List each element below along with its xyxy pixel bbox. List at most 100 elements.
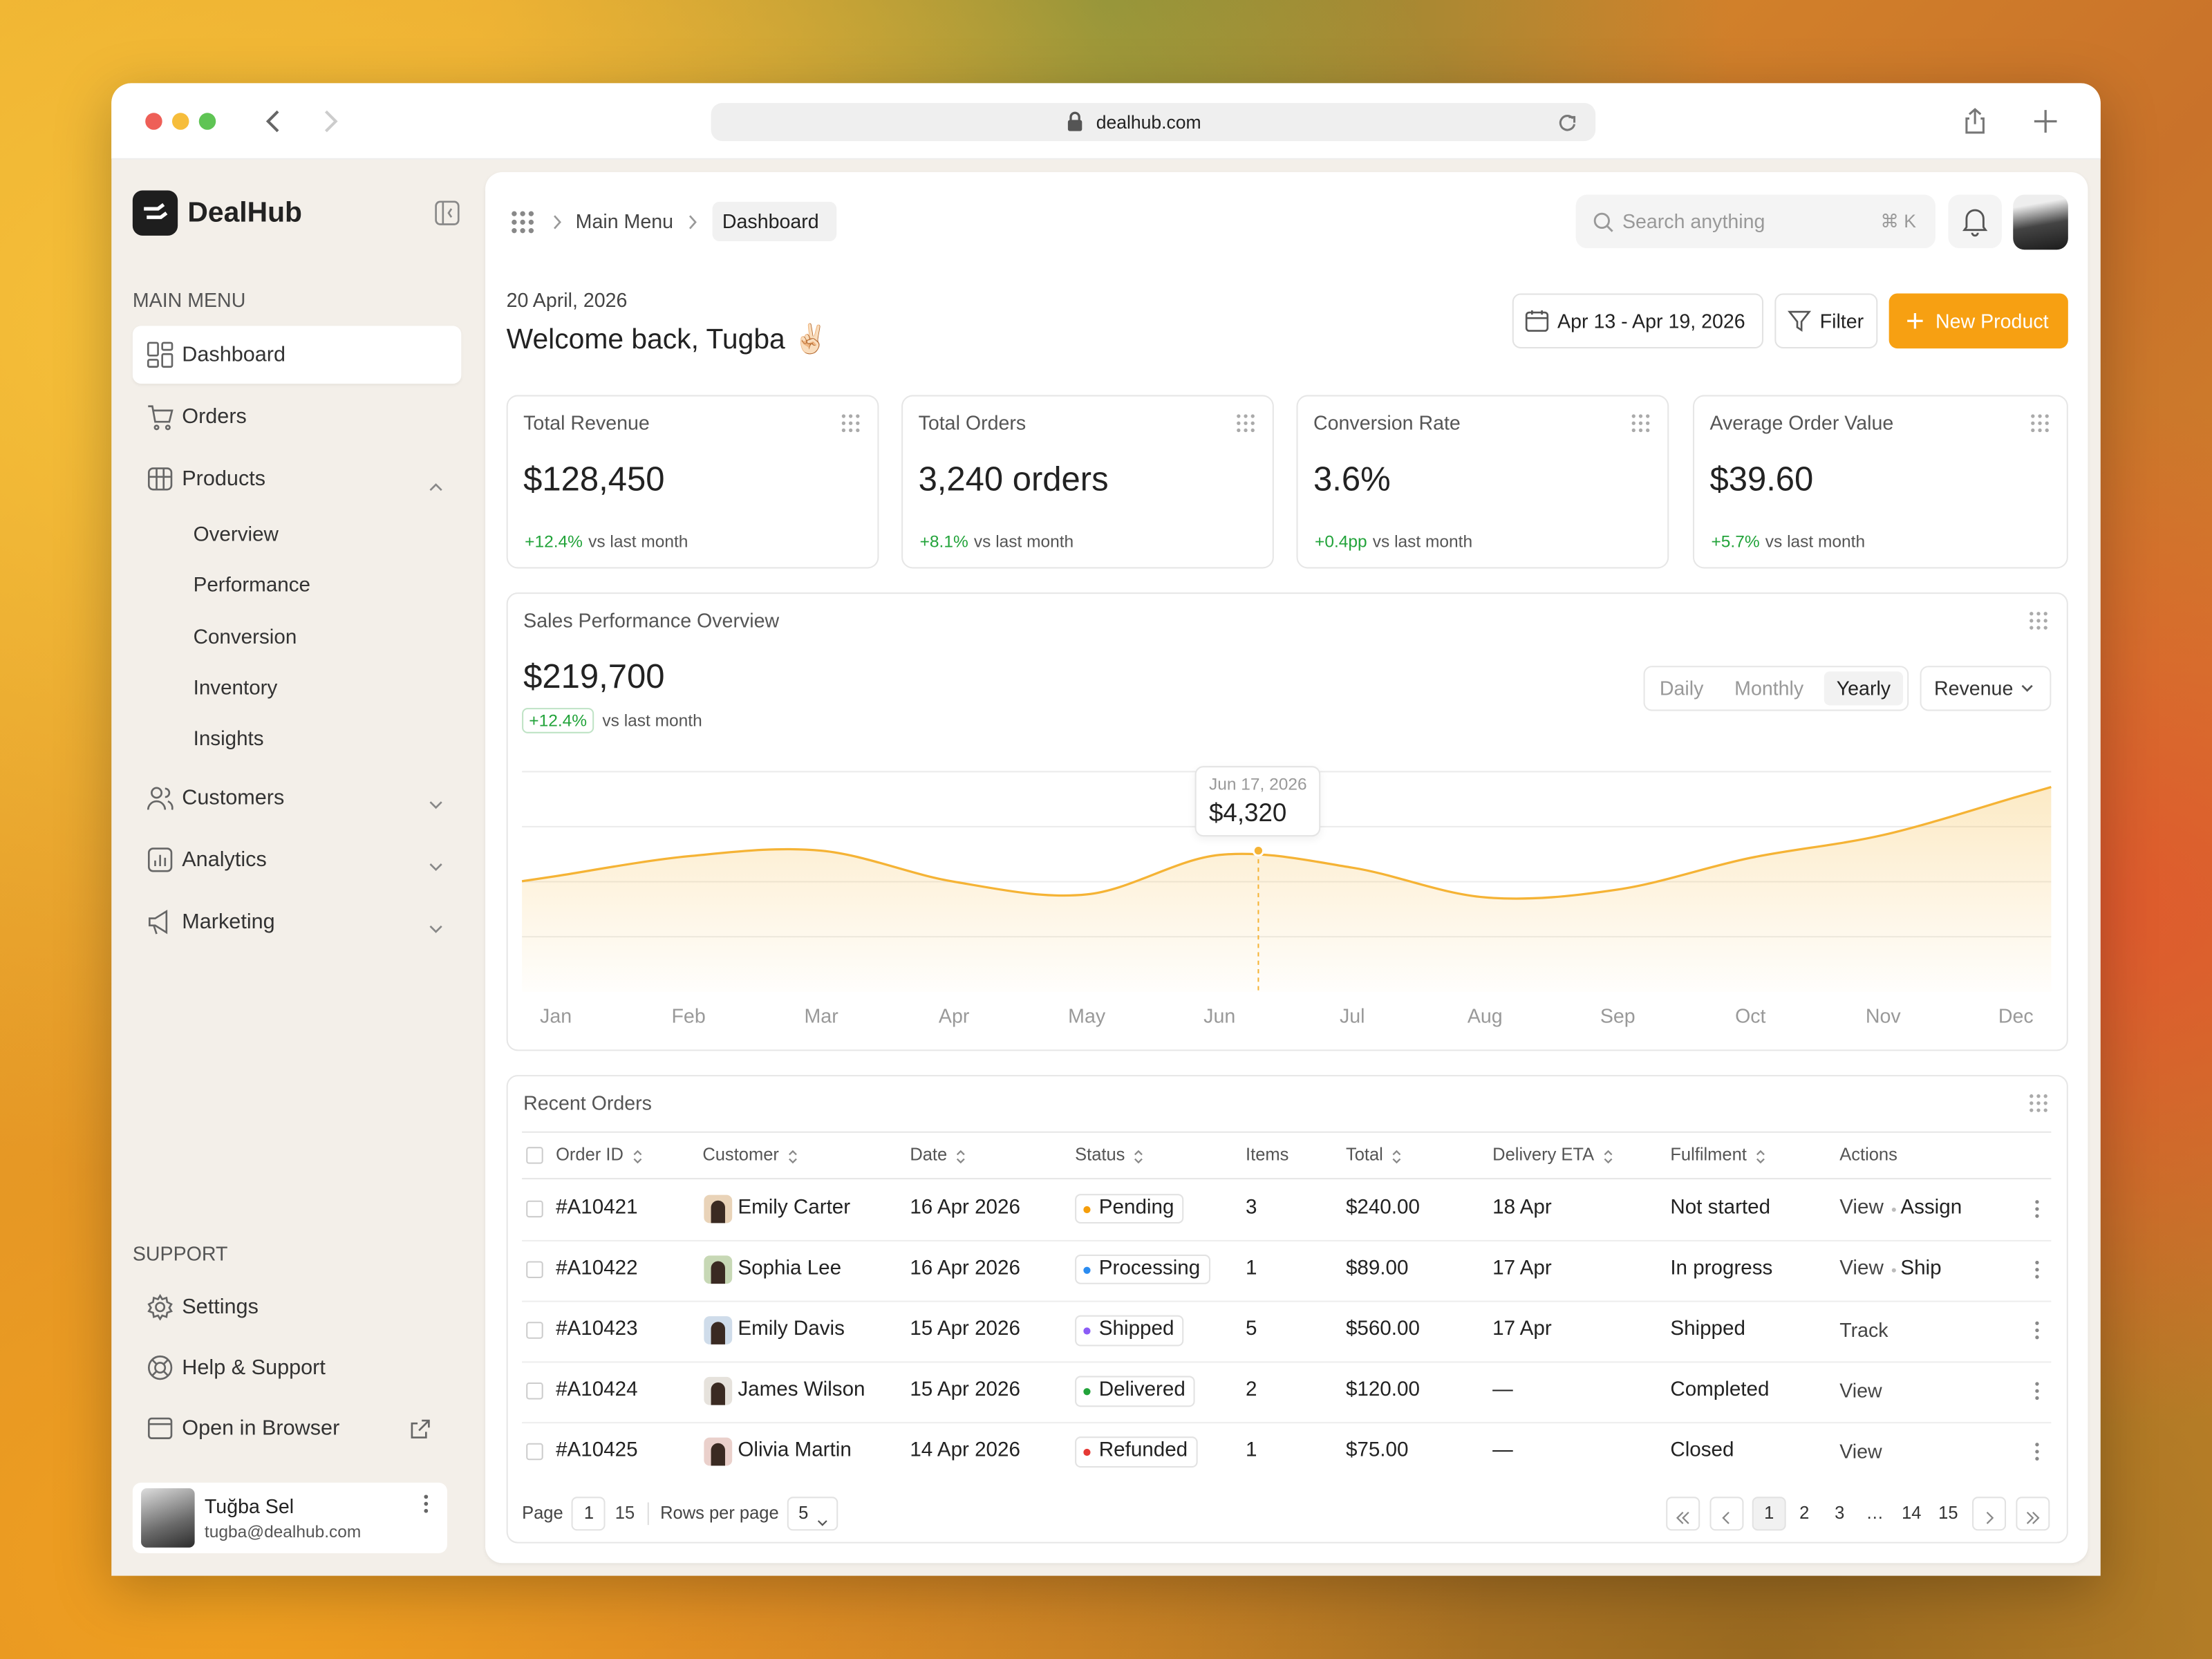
submenu-item[interactable]: Performance [193, 574, 311, 598]
page-number[interactable]: 2 [1799, 1503, 1810, 1524]
submenu-item[interactable]: Conversion [193, 626, 297, 649]
maximize-button[interactable] [198, 113, 216, 130]
drag-handle[interactable] [1236, 413, 1256, 433]
support-item[interactable]: Open in Browser [182, 1416, 340, 1441]
close-button[interactable] [145, 113, 162, 130]
row-menu[interactable] [2033, 1260, 2041, 1280]
support-item[interactable]: Help & Support [182, 1356, 326, 1380]
menu-item[interactable]: Customers [182, 785, 285, 809]
column-header[interactable]: Delivery ETA [1492, 1145, 1595, 1165]
support-item[interactable]: Settings [182, 1295, 259, 1320]
drag-handle[interactable] [2030, 413, 2050, 433]
breadcrumb[interactable]: Main Menu [575, 209, 674, 232]
action-link[interactable]: Assign [1900, 1197, 1962, 1219]
column-header[interactable]: Customer [702, 1145, 779, 1165]
column-header[interactable]: Status [1075, 1145, 1125, 1165]
page-number[interactable]: 15 [1938, 1503, 1958, 1524]
collapse-sidebar[interactable] [435, 200, 460, 226]
menu-chevron[interactable] [427, 474, 444, 491]
filter-button[interactable] [1774, 293, 1878, 349]
column-header[interactable]: Date [910, 1145, 948, 1165]
page-nav-button[interactable] [1709, 1497, 1744, 1531]
action-link[interactable]: Track [1839, 1318, 1888, 1342]
rows-select[interactable] [787, 1497, 838, 1531]
page-number[interactable]: 1 [1764, 1503, 1774, 1524]
minimize-button[interactable] [171, 113, 189, 130]
apps-icon[interactable] [511, 210, 535, 234]
icon-part [2036, 612, 2041, 616]
submenu-item[interactable]: Overview [193, 523, 279, 547]
new-tab-icon[interactable] [2032, 107, 2060, 135]
action-link[interactable]: Ship [1900, 1257, 1942, 1280]
menu-item[interactable]: Marketing [182, 909, 275, 933]
row-menu[interactable] [2033, 1382, 2041, 1402]
menu-item[interactable]: Products [182, 467, 266, 491]
range-tab[interactable]: Yearly [1836, 676, 1891, 700]
checkbox[interactable] [526, 1443, 543, 1461]
checkbox[interactable] [526, 1382, 543, 1400]
range-tab[interactable]: Daily [1659, 676, 1704, 700]
order-id: #A10424 [556, 1379, 638, 1402]
tab-active[interactable] [1824, 671, 1904, 706]
notifications-button[interactable] [1948, 194, 2002, 249]
submenu-item[interactable]: Inventory [193, 677, 278, 700]
date-range-button[interactable] [1512, 293, 1764, 349]
action-link[interactable]: View [1839, 1379, 1882, 1403]
page-number[interactable]: … [1866, 1503, 1884, 1524]
page-nav-button[interactable] [1666, 1497, 1700, 1531]
sort-icon[interactable] [1755, 1147, 1766, 1164]
checkbox[interactable] [526, 1200, 543, 1218]
icon-part [1722, 1511, 1730, 1524]
nav-arrows[interactable] [260, 107, 344, 135]
external-link-icon[interactable] [409, 1418, 432, 1441]
address-bar[interactable] [711, 102, 1596, 142]
menu-item-active[interactable] [132, 326, 462, 384]
sort-icon[interactable] [632, 1147, 643, 1164]
column-header[interactable]: Total [1345, 1145, 1383, 1165]
menu-chevron[interactable] [427, 792, 444, 809]
menu-item[interactable]: Orders [182, 404, 247, 429]
page-number[interactable]: 14 [1902, 1503, 1922, 1524]
share-icon[interactable] [1961, 107, 1989, 135]
search-box[interactable] [1575, 194, 1936, 249]
row-menu[interactable] [2033, 1443, 2041, 1463]
checkbox[interactable] [526, 1147, 543, 1164]
menu-item[interactable]: Dashboard [182, 342, 286, 367]
page-nav-button[interactable] [1972, 1497, 2007, 1531]
drag-handle[interactable] [1631, 413, 1651, 433]
icon-part [1606, 225, 1613, 232]
checkbox[interactable] [526, 1322, 543, 1340]
column-header[interactable]: Order ID [556, 1145, 624, 1165]
icon-part [2031, 414, 2049, 433]
row-menu[interactable] [2033, 1321, 2041, 1341]
icon-part [149, 468, 171, 490]
icon-part [848, 414, 853, 418]
sort-icon[interactable] [1391, 1147, 1403, 1164]
action-link[interactable]: View [1839, 1197, 1884, 1219]
sort-icon[interactable] [1134, 1147, 1145, 1164]
page-input[interactable] [571, 1497, 606, 1531]
submenu-item[interactable]: Insights [193, 729, 264, 751]
menu-item[interactable]: Analytics [182, 847, 267, 872]
page-nav-button[interactable] [2016, 1497, 2050, 1531]
row-menu[interactable] [2033, 1199, 2041, 1219]
page-active[interactable] [1752, 1497, 1786, 1531]
menu-chevron[interactable] [427, 917, 444, 932]
sort-icon[interactable] [955, 1147, 966, 1164]
drag-handle[interactable] [841, 413, 861, 433]
metric-select[interactable] [1920, 666, 2052, 711]
action-link[interactable]: View [1839, 1440, 1882, 1463]
drag-handle[interactable] [2029, 611, 2049, 631]
action-link[interactable]: View [1839, 1257, 1884, 1280]
sort-icon[interactable] [1602, 1147, 1613, 1164]
page-number[interactable]: 3 [1835, 1503, 1845, 1524]
reload-icon[interactable] [1557, 113, 1577, 133]
checkbox[interactable] [526, 1261, 543, 1279]
profile-avatar[interactable] [2013, 194, 2068, 250]
menu-chevron[interactable] [427, 854, 444, 871]
user-menu[interactable] [420, 1492, 431, 1515]
sort-icon[interactable] [787, 1147, 798, 1164]
column-header[interactable]: Fulfilment [1670, 1145, 1747, 1165]
drag-handle[interactable] [2029, 1094, 2049, 1114]
range-tab[interactable]: Monthly [1734, 676, 1804, 700]
